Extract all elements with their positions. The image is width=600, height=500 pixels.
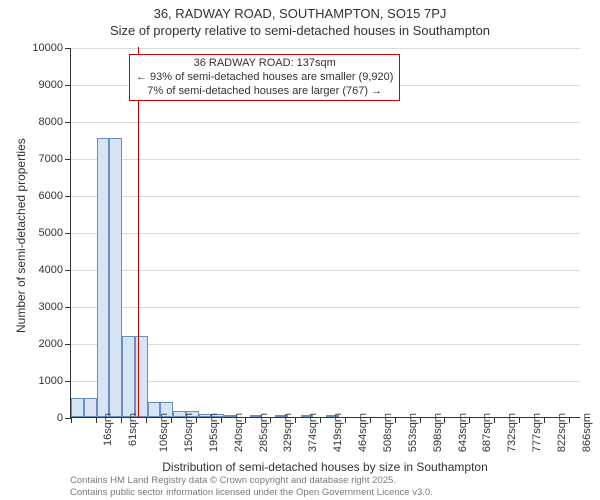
y-tick-label: 1000 <box>39 375 71 387</box>
x-tick <box>71 417 72 423</box>
histogram-bar <box>109 138 122 417</box>
gridline <box>71 122 580 123</box>
x-tick <box>420 417 421 423</box>
x-tick <box>245 417 246 423</box>
y-tick-label: 3000 <box>39 301 71 313</box>
x-tick-label: 464sqm <box>357 413 369 452</box>
x-tick <box>444 417 445 423</box>
histogram-bar <box>97 138 110 417</box>
callout-line: 7% of semi-detached houses are larger (7… <box>136 85 393 99</box>
x-tick <box>270 417 271 423</box>
x-tick-label: 329sqm <box>282 413 294 452</box>
y-tick-label: 4000 <box>39 264 71 276</box>
x-tick-label: 195sqm <box>208 413 220 452</box>
x-tick <box>370 417 371 423</box>
x-tick <box>96 417 97 423</box>
chart-plot-area: 0100020003000400050006000700080009000100… <box>70 48 580 418</box>
x-axis-title: Distribution of semi-detached houses by … <box>70 460 580 474</box>
x-tick-label: 374sqm <box>307 413 319 452</box>
histogram-bar <box>71 398 84 417</box>
x-tick-label: 643sqm <box>457 413 469 452</box>
x-tick <box>121 417 122 423</box>
chart-title: 36, RADWAY ROAD, SOUTHAMPTON, SO15 7PJ <box>0 0 600 23</box>
histogram-bar <box>122 336 135 417</box>
y-tick-label: 10000 <box>32 42 71 54</box>
property-marker-line <box>138 47 139 417</box>
x-tick-label: 598sqm <box>432 413 444 452</box>
x-tick-label: 822sqm <box>556 413 568 452</box>
x-tick <box>295 417 296 423</box>
footer-attribution: Contains HM Land Registry data © Crown c… <box>70 475 433 498</box>
gridline <box>71 233 580 234</box>
x-tick-label: 16sqm <box>102 413 114 446</box>
y-tick-label: 5000 <box>39 227 71 239</box>
x-tick-label: 508sqm <box>382 413 394 452</box>
x-tick-label: 777sqm <box>531 413 543 452</box>
x-tick-label: 106sqm <box>158 413 170 452</box>
y-tick-label: 9000 <box>39 79 71 91</box>
x-tick-label: 285sqm <box>258 413 270 452</box>
x-tick <box>146 417 147 423</box>
callout-line: ← 93% of semi-detached houses are smalle… <box>136 71 393 85</box>
x-tick-label: 553sqm <box>407 413 419 452</box>
x-tick <box>544 417 545 423</box>
y-tick-label: 6000 <box>39 190 71 202</box>
y-tick-label: 2000 <box>39 338 71 350</box>
callout-line: 36 RADWAY ROAD: 137sqm <box>136 57 393 71</box>
x-tick <box>494 417 495 423</box>
x-tick-label: 866sqm <box>581 413 593 452</box>
x-tick <box>345 417 346 423</box>
y-tick-label: 8000 <box>39 116 71 128</box>
gridline <box>71 307 580 308</box>
x-tick-label: 419sqm <box>332 413 344 452</box>
x-tick-label: 61sqm <box>127 413 139 446</box>
x-tick-label: 150sqm <box>183 413 195 452</box>
x-tick <box>196 417 197 423</box>
x-tick <box>221 417 222 423</box>
x-tick-label: 687sqm <box>481 413 493 452</box>
x-tick <box>171 417 172 423</box>
x-tick <box>469 417 470 423</box>
gridline <box>71 159 580 160</box>
x-tick <box>320 417 321 423</box>
gridline <box>71 270 580 271</box>
x-tick <box>519 417 520 423</box>
histogram-bar <box>84 398 97 417</box>
property-callout: 36 RADWAY ROAD: 137sqm← 93% of semi-deta… <box>129 54 400 101</box>
footer-line-2: Contains public sector information licen… <box>70 487 433 498</box>
y-tick-label: 0 <box>57 412 71 424</box>
chart-subtitle: Size of property relative to semi-detach… <box>0 23 600 40</box>
gridline <box>71 196 580 197</box>
y-tick-label: 7000 <box>39 153 71 165</box>
x-tick-label: 732sqm <box>506 413 518 452</box>
histogram-bar <box>135 336 148 417</box>
gridline <box>71 48 580 49</box>
x-tick-label: 240sqm <box>233 413 245 452</box>
footer-line-1: Contains HM Land Registry data © Crown c… <box>70 475 433 486</box>
x-tick <box>569 417 570 423</box>
x-tick <box>395 417 396 423</box>
y-axis-title: Number of semi-detached properties <box>14 138 28 333</box>
